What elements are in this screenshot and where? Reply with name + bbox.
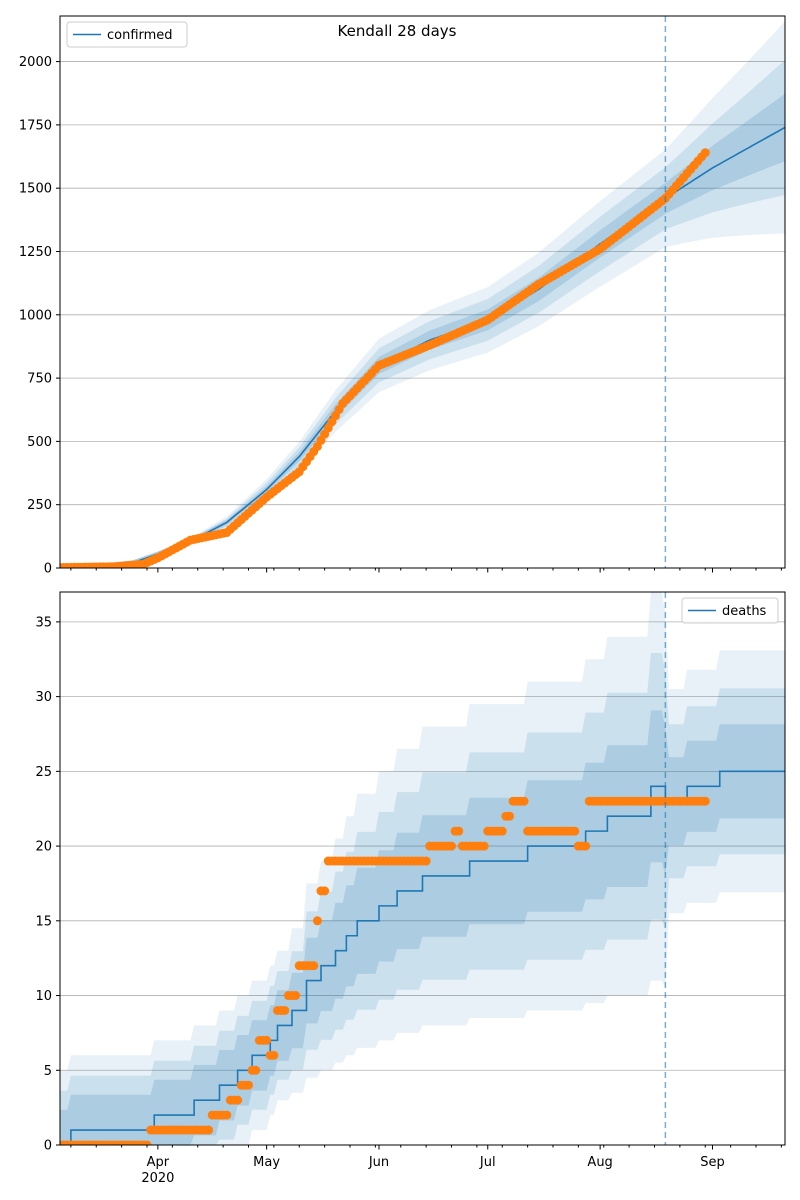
observed-point <box>447 841 456 851</box>
observed-point <box>581 841 591 851</box>
y-tick-label: 15 <box>35 914 52 929</box>
y-tick-label: 500 <box>27 435 52 450</box>
y-tick-label: 5 <box>44 1064 52 1079</box>
uncertainty-band <box>60 592 785 1145</box>
legend: confirmed <box>66 21 188 48</box>
observed-point <box>269 1050 279 1060</box>
axes-frame <box>59 15 786 569</box>
legend: deaths <box>681 597 779 624</box>
legend-label: confirmed <box>107 28 173 43</box>
y-tick-label: 0 <box>44 562 52 577</box>
y-tick-label: 1000 <box>19 308 52 323</box>
x-tick-label: Sep <box>700 1155 725 1170</box>
axes-frame <box>59 591 786 1146</box>
y-tick-label: 30 <box>35 690 52 705</box>
y-tick-label: 25 <box>35 765 52 780</box>
x-tick-label: Jul <box>479 1155 496 1170</box>
y-tick-label: 750 <box>27 372 52 387</box>
plot-area <box>60 592 785 1145</box>
observed-point <box>280 1005 290 1015</box>
observed-point <box>204 1125 214 1135</box>
observed-point <box>454 826 464 836</box>
uncertainty-band <box>60 653 785 1145</box>
uncertainty-band <box>60 710 785 1145</box>
observed-point <box>291 991 301 1001</box>
plot-area <box>60 21 785 568</box>
x-tick-label: May <box>253 1155 280 1170</box>
observed-point <box>142 1140 152 1145</box>
observed-point <box>262 1035 272 1045</box>
y-tick-label: 1500 <box>19 182 52 197</box>
legend-label: deaths <box>722 604 767 619</box>
observed-point <box>244 1080 253 1090</box>
y-tick-label: 20 <box>35 840 52 855</box>
uncertainty-band <box>60 59 785 568</box>
y-tick-label: 2000 <box>19 55 52 70</box>
chart-title: Kendall 28 days <box>338 22 457 40</box>
observed-point <box>700 148 710 158</box>
observed-point <box>320 886 330 896</box>
y-tick-label: 1750 <box>19 118 52 133</box>
confirmed-panel: 0 250 500 750 1000 1250 1500 1750 2000 confirmed <box>19 15 786 577</box>
y-tick-label: 1250 <box>19 245 52 260</box>
observed-point <box>519 796 529 806</box>
observed-point <box>233 1095 243 1105</box>
y-tick-label: 250 <box>27 498 52 513</box>
observed-point <box>479 841 489 851</box>
legend-box <box>681 597 779 624</box>
x-tick-label: Apr <box>147 1155 170 1170</box>
x-year-label: 2020 <box>141 1171 174 1186</box>
observed-point <box>222 1110 232 1120</box>
x-tick-label: Jun <box>368 1155 389 1170</box>
y-tick-label: 10 <box>35 989 52 1004</box>
y-tick-label: 35 <box>35 615 52 630</box>
observed-point <box>312 916 322 926</box>
y-tick-label: 0 <box>44 1139 52 1154</box>
legend-box <box>66 21 188 48</box>
observed-point <box>251 1065 261 1075</box>
observed-point <box>421 856 431 866</box>
deaths-series-line <box>60 770 785 1145</box>
uncertainty-band <box>60 21 785 568</box>
observed-point <box>309 961 319 971</box>
observed-point <box>505 811 514 821</box>
observed-point <box>497 826 507 836</box>
x-tick-label: Aug <box>587 1155 612 1170</box>
observed-point <box>570 826 580 836</box>
observed-point <box>700 796 710 806</box>
